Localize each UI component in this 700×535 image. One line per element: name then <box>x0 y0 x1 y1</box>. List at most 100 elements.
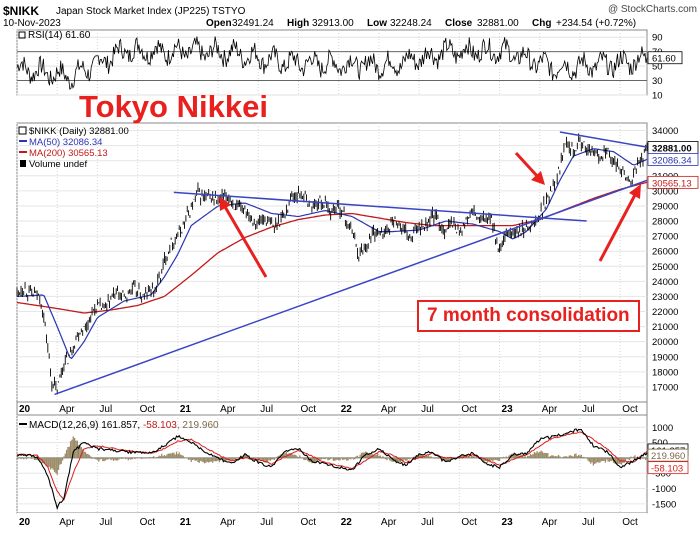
x-tick-label: 23 <box>502 404 514 415</box>
macd-x-tick-label: Apr <box>220 517 236 528</box>
price-tick-label: 30000 <box>652 186 678 197</box>
rsi-layer <box>16 36 648 90</box>
price-tick-label: 28000 <box>652 217 678 228</box>
index-name: Japan Stock Market Index (JP225) TSTYO <box>56 6 246 17</box>
rsi-label: RSI(14) 61.60 <box>28 30 91 41</box>
macd-x-tick-label: Apr <box>542 517 558 528</box>
macd-tick-label: 1000 <box>652 423 673 434</box>
annotation-arrows <box>219 151 641 278</box>
annotation-consolidation: 7 month consolidation <box>417 300 640 332</box>
macd-x-tick-label: 20 <box>19 517 31 528</box>
price-panel <box>16 122 648 403</box>
axis-layer: 20 20 Apr Apr Jul Jul Oct Oct 21 21 Apr Apr Jul Jul Oc… <box>19 33 699 528</box>
annotation-title: Tokyo Nikkei <box>79 89 268 124</box>
price-tick-label: 25000 <box>652 262 678 273</box>
price-tick-label: 26000 <box>652 247 678 258</box>
price-tick-label: 19000 <box>652 352 678 363</box>
x-tick-label: Jul <box>421 404 434 415</box>
macd-x-tick-label: Oct <box>140 517 156 528</box>
price-tick-label: 24000 <box>652 277 678 288</box>
x-tick-label: Apr <box>381 404 397 415</box>
macd-x-tick-label: Jul <box>99 517 112 528</box>
x-tick-label: Jul <box>260 404 273 415</box>
chg-label: Chg <box>532 18 551 29</box>
macd-value-box <box>647 448 689 462</box>
x-tick-label: Jul <box>582 404 595 415</box>
arrow-down-left <box>219 196 268 278</box>
macd-x-tick-label: 22 <box>341 517 353 528</box>
macd-layer <box>16 428 648 511</box>
x-tick-label: Apr <box>59 404 75 415</box>
trendline-1 <box>54 179 648 396</box>
rsi-tick-label: 10 <box>652 91 663 102</box>
x-tick-label: Oct <box>622 404 638 415</box>
legend-volume: Volume undef <box>29 159 87 170</box>
macd-x-tick-label: Apr <box>59 517 75 528</box>
price-value-label: 32881.00 <box>652 143 692 154</box>
x-tick-label: Oct <box>300 404 316 415</box>
x-tick-label: Apr <box>220 404 236 415</box>
macd-line <box>16 428 648 511</box>
close-value: 32881.00 <box>477 18 519 29</box>
high-value: 32913.00 <box>312 18 354 29</box>
price-tick-label: 20000 <box>652 337 678 348</box>
trendline-2 <box>173 191 587 222</box>
macd-legend: MACD(12,26,9) 161.857, -58.103, 219.960 <box>19 420 219 431</box>
macd-x-tick-label: Jul <box>421 517 434 528</box>
open-value: 32491.24 <box>232 18 274 29</box>
macd-tick-label: -1500 <box>652 499 676 510</box>
chart-date: 10-Nov-2023 <box>3 18 61 29</box>
legend-price: $NIKK (Daily) 32881.00 <box>29 126 129 137</box>
price-tick-label: 29000 <box>652 201 678 212</box>
arrow-down-right <box>514 151 545 185</box>
rsi-tick-label: 50 <box>652 62 663 73</box>
price-value-box <box>647 153 699 166</box>
x-tick-label: 20 <box>19 404 31 415</box>
legend-ma200: MA(200) 30565.13 <box>29 148 108 159</box>
macd-x-tick-label: Jul <box>260 517 273 528</box>
rsi-line <box>16 36 648 90</box>
rsi-legend: RSI(14) 61.60 <box>18 30 91 41</box>
price-tick-label: 21000 <box>652 322 678 333</box>
low-value: 32248.24 <box>390 18 432 29</box>
price-value-label: 30565.13 <box>652 178 692 189</box>
rsi-value-box <box>647 51 683 65</box>
high-label: High <box>287 18 309 29</box>
macd-value-label: -58.103 <box>651 464 683 475</box>
price-tick-label: 27000 <box>652 232 678 243</box>
x-tick-label: 21 <box>180 404 192 415</box>
macd-x-tick-label: Oct <box>461 517 477 528</box>
ohlc-readout: Open 32491.24 High 32913.00 Low 32248.24… <box>206 18 636 29</box>
price-x-axis-band <box>16 401 648 416</box>
price-tick-label: 17000 <box>652 382 678 393</box>
macd-x-tick-label: 23 <box>502 517 514 528</box>
legend-ma50: MA(50) 32086.34 <box>29 137 102 148</box>
price-value-box <box>647 175 699 189</box>
x-tick-label: Oct <box>140 404 156 415</box>
price-layer <box>16 131 648 396</box>
rsi-value-label: 61.60 <box>652 54 676 65</box>
price-legend: $NIKK (Daily) 32881.00 MA(50) 32086.34 M… <box>18 126 129 170</box>
price-value-label: 32086.34 <box>652 155 692 166</box>
rsi-tick-label: 30 <box>652 76 663 87</box>
price-tick-label: 18000 <box>652 367 678 378</box>
macd-x-tick-label: Oct <box>300 517 316 528</box>
macd-label: MACD(12,26,9) 161.857, -58.103, 219.960 <box>29 420 219 431</box>
macd-tick-label: -1000 <box>652 484 676 495</box>
arrow-up-right <box>598 184 641 262</box>
macd-x-tick-label: 21 <box>180 517 192 528</box>
open-label: Open <box>206 18 232 29</box>
macd-tick-label: -500 <box>652 469 671 480</box>
price-tick-label: 23000 <box>652 292 678 303</box>
x-tick-label: Apr <box>542 404 558 415</box>
x-tick-label: 22 <box>341 404 353 415</box>
rsi-tick-label: 90 <box>652 33 663 44</box>
chg-value: +234.54 (+0.72%) <box>556 18 636 29</box>
price-tick-label: 22000 <box>652 307 678 318</box>
trendline-3 <box>559 131 648 148</box>
macd-x-tick-label: Apr <box>381 517 397 528</box>
macd-value-box <box>647 461 689 475</box>
close-label: Close <box>445 18 473 29</box>
